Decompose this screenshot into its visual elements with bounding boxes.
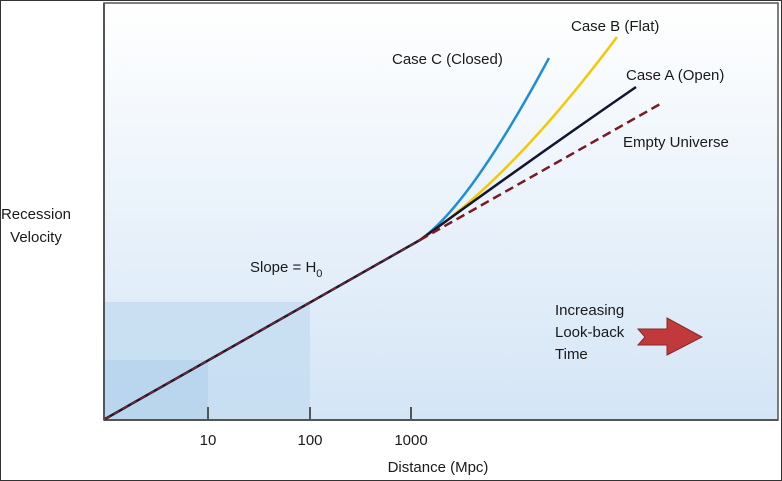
- x-tick-label-100: 100: [297, 432, 322, 449]
- x-axis-label: Distance (Mpc): [388, 459, 489, 476]
- curve-label-case-c: Case C (Closed): [392, 51, 503, 68]
- x-tick-label-1000: 1000: [394, 432, 427, 449]
- curve-empty-universe: [419, 101, 663, 242]
- curve-label-case-a: Case A (Open): [626, 67, 724, 84]
- y-axis-label-line1: Recession: [1, 206, 71, 223]
- lookback-arrow-icon: [636, 317, 704, 356]
- curve-label-empty-universe: Empty Universe: [623, 134, 729, 151]
- curve-case-a-open: [419, 85, 637, 242]
- lookback-label-line1: Increasing: [555, 302, 624, 319]
- curve-label-case-b: Case B (Flat): [571, 18, 659, 35]
- y-axis-label-line2: Velocity: [10, 229, 62, 246]
- x-tick-label-10: 10: [200, 432, 217, 449]
- slope-label: Slope = H0: [250, 259, 322, 280]
- lookback-label-line3: Time: [555, 346, 588, 363]
- hubble-linear-segment-dashed: [104, 239, 421, 420]
- lookback-label-line2: Look-back: [555, 324, 625, 341]
